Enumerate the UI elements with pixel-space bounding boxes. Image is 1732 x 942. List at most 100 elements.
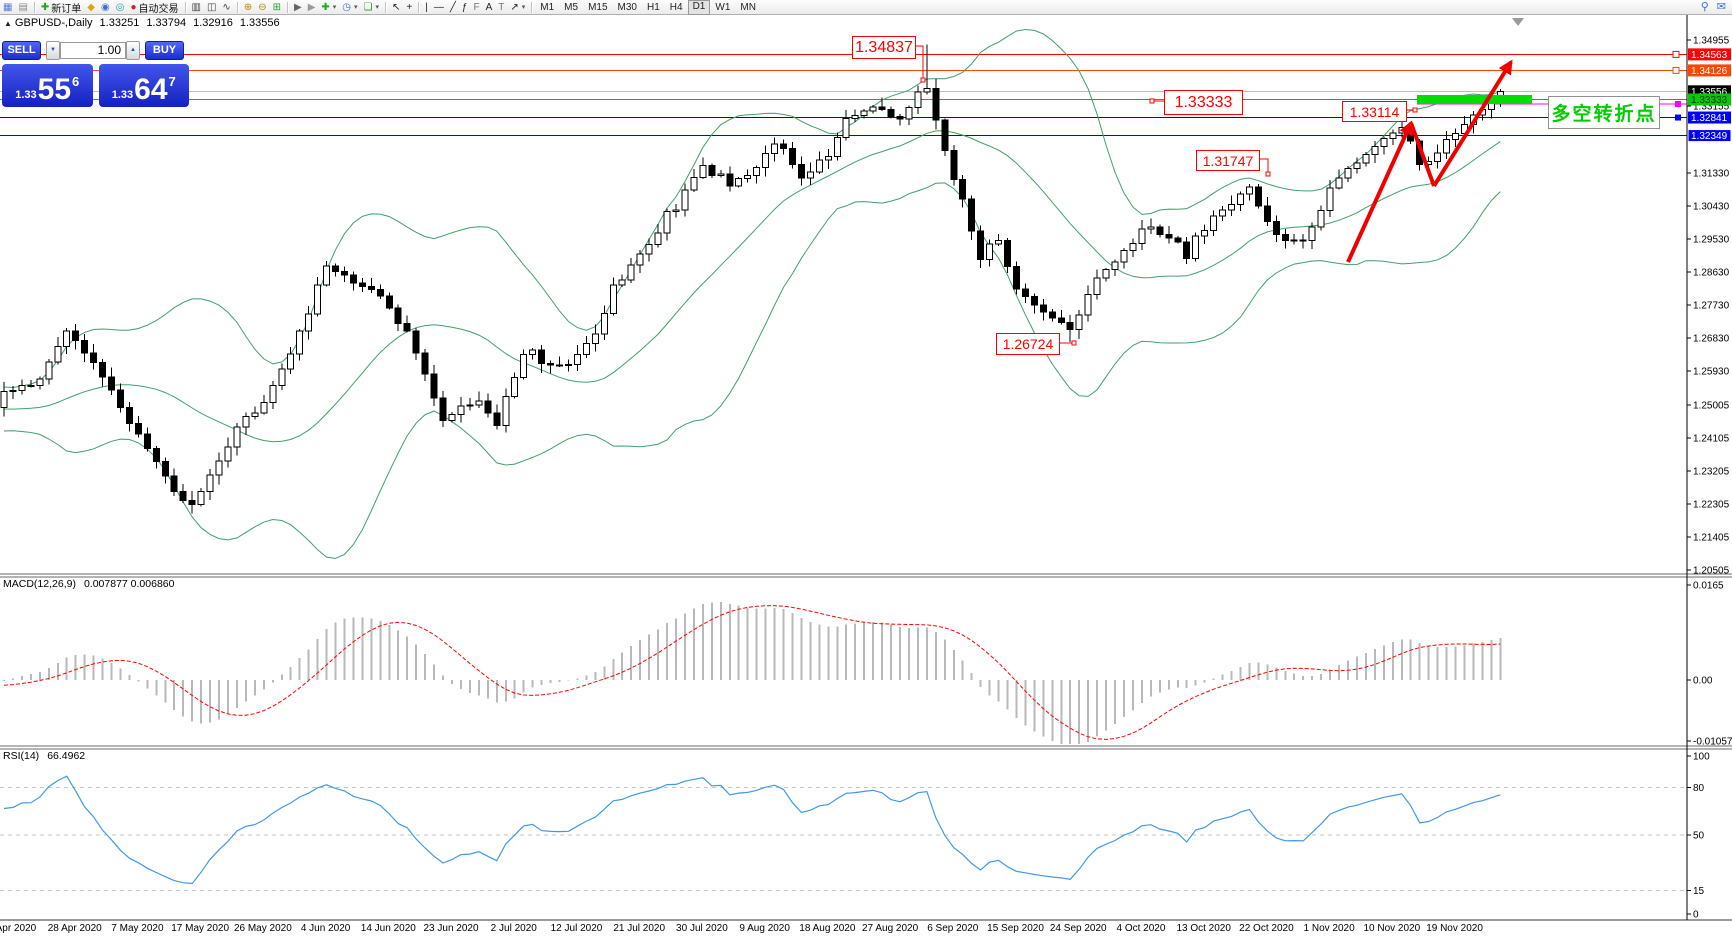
buy-button[interactable]: BUY [145, 40, 184, 60]
svg-text:15 Sep 2020: 15 Sep 2020 [987, 923, 1044, 934]
price-label-annotation[interactable]: 1.33114 [1342, 101, 1407, 122]
svg-text:1.28630: 1.28630 [1693, 267, 1730, 278]
svg-text:1.27730: 1.27730 [1693, 301, 1730, 312]
rsi-indicator [0, 775, 1687, 891]
svg-text:4 Jun 2020: 4 Jun 2020 [301, 923, 351, 934]
new-order-icon: ✚ [40, 1, 50, 13]
timeframe-h4[interactable]: H4 [669, 1, 683, 13]
svg-text:26 May 2020: 26 May 2020 [234, 923, 292, 934]
svg-text:0.00: 0.00 [1693, 676, 1713, 687]
signals-icon[interactable]: ◎ [113, 1, 128, 14]
volume-increase-button[interactable]: ▲ [126, 40, 140, 60]
price-label-annotation[interactable]: 1.33333 [1164, 90, 1243, 115]
bar-chart-icon[interactable]: ▥ [189, 1, 204, 14]
candlestick-chart-icon[interactable]: ◫ [204, 1, 219, 14]
svg-text:30 Jul 2020: 30 Jul 2020 [676, 923, 728, 934]
community-icon[interactable]: ◉ [98, 1, 113, 14]
trend-arrow-segment[interactable] [1346, 120, 1413, 263]
indicators-button[interactable]: ✚ ▾ [318, 1, 339, 14]
svg-text:9 Apr 2020: 9 Apr 2020 [0, 923, 37, 934]
svg-text:1.34955: 1.34955 [1693, 36, 1730, 47]
chart-preview-icon[interactable]: ▤ [15, 1, 30, 14]
new-chart-icon[interactable]: ▦ [0, 1, 15, 14]
chart-shift-icon[interactable]: ▶ [305, 1, 319, 14]
svg-text:1.31330: 1.31330 [1693, 168, 1730, 179]
new-order-button[interactable]: ✚ 新订单 [38, 1, 84, 15]
timeframe-d1[interactable]: D1 [687, 0, 711, 15]
svg-text:1.20505: 1.20505 [1693, 566, 1730, 577]
price-axis: 1.34955 1.33155 1.31330 1.30430 1.29530 1.286… [1687, 36, 1732, 921]
svg-text:21 Jul 2020: 21 Jul 2020 [613, 923, 665, 934]
highlight-bar[interactable] [1417, 95, 1532, 104]
templates-button[interactable]: ❏ ▾ [361, 1, 382, 14]
date-axis: 9 Apr 2020 28 Apr 2020 7 May 2020 17 May 20… [0, 923, 1483, 934]
ask-price-tile[interactable]: 1.33 64 7 [98, 64, 189, 107]
bid-price-big: 55 [37, 73, 72, 107]
periods-button[interactable]: ◷ ▾ [339, 1, 360, 14]
timeframe-m5[interactable]: M5 [564, 1, 579, 13]
ohlc-low: 1.32916 [193, 17, 233, 29]
trend-arrows[interactable] [1346, 59, 1513, 263]
trendline-icon: ╱ [449, 1, 456, 13]
svg-text:10 Nov 2020: 10 Nov 2020 [1363, 923, 1420, 934]
svg-text:17 May 2020: 17 May 2020 [171, 923, 229, 934]
trend-arrow-segment[interactable] [1432, 59, 1513, 188]
horizontal-line-icon[interactable]: — [431, 1, 447, 14]
tile-windows-icon[interactable]: ⊞ [270, 1, 284, 14]
search-icon[interactable]: ⚲ [1700, 0, 1709, 13]
timeframe-mn[interactable]: MN [740, 1, 756, 13]
bid-price-tile[interactable]: 1.33 55 6 [2, 64, 93, 107]
chart-preview-icon: ▤ [18, 1, 28, 13]
equidistant-channel-icon[interactable]: ƒ [459, 1, 471, 14]
svg-text:9 Aug 2020: 9 Aug 2020 [739, 923, 790, 934]
metaeditor-icon[interactable]: ◆ [84, 1, 98, 14]
bar-chart-icon: ▥ [191, 1, 201, 13]
price-label-annotation[interactable]: 1.34837 [852, 36, 916, 59]
volume-input[interactable] [60, 41, 126, 59]
autotrading-icon: ● [130, 1, 137, 13]
timeframe-w1[interactable]: W1 [715, 1, 731, 13]
vertical-line-icon[interactable]: | [422, 1, 431, 14]
svg-text:24 Sep 2020: 24 Sep 2020 [1050, 923, 1107, 934]
timeframe-h1[interactable]: H1 [646, 1, 660, 13]
turning-point-note[interactable]: 多空转折点 [1548, 96, 1660, 129]
spin-up-icon: ▲ [130, 47, 136, 53]
volume-decrease-button[interactable]: ▼ [46, 40, 60, 60]
zoom-in-icon[interactable]: ⊕ [241, 1, 255, 14]
periods-icon: ◷ [342, 1, 352, 13]
line-chart-icon[interactable]: ∿ [219, 1, 233, 14]
auto-scroll-icon[interactable]: ▶ [291, 1, 305, 14]
vertical-line-icon: | [425, 1, 428, 13]
sell-button[interactable]: SELL [2, 40, 41, 60]
autotrading-button[interactable]: ● 自动交易 [127, 1, 181, 15]
svg-text:12 Jul 2020: 12 Jul 2020 [551, 923, 603, 934]
auto-scroll-icon: ▶ [293, 1, 302, 13]
timeframe-m1[interactable]: M1 [540, 1, 555, 13]
chart-shift-marker[interactable] [1512, 18, 1524, 26]
rsi-value: 66.4962 [47, 750, 86, 762]
svg-text:28 Apr 2020: 28 Apr 2020 [48, 923, 102, 934]
toolbar-separator [184, 1, 186, 13]
ohlc-open: 1.33251 [99, 17, 140, 29]
timeframe-m15[interactable]: M15 [588, 1, 608, 13]
macd-values: 0.007877 0.006860 [83, 578, 175, 590]
text-label-icon[interactable]: T [495, 1, 507, 14]
macd-indicator [3, 602, 1502, 744]
text-icon[interactable]: A [483, 1, 496, 14]
chevron-down-icon: ▾ [521, 4, 526, 11]
timeframe-m30[interactable]: M30 [617, 1, 637, 13]
price-label-annotation[interactable]: 1.31747 [1196, 150, 1260, 171]
trendline-icon[interactable]: ╱ [447, 1, 459, 14]
chat-icon[interactable]: ✉ [1716, 0, 1726, 13]
crosshair-icon[interactable]: + [403, 1, 415, 14]
cursor-icon[interactable]: ↖ [389, 1, 403, 14]
chart-title: ▲ GBPUSD-,Daily 1.33251 1.33794 1.32916 1.335… [4, 17, 287, 29]
price-label-annotation[interactable]: 1.26724 [996, 333, 1060, 355]
fibonacci-icon[interactable]: F [470, 1, 482, 14]
trend-arrow-segment[interactable] [1409, 122, 1436, 187]
zoom-out-icon[interactable]: ⊖ [255, 1, 269, 14]
arrows-tool-button[interactable]: ↗ ▾ [507, 1, 528, 14]
svg-text:27 Aug 2020: 27 Aug 2020 [862, 923, 919, 934]
